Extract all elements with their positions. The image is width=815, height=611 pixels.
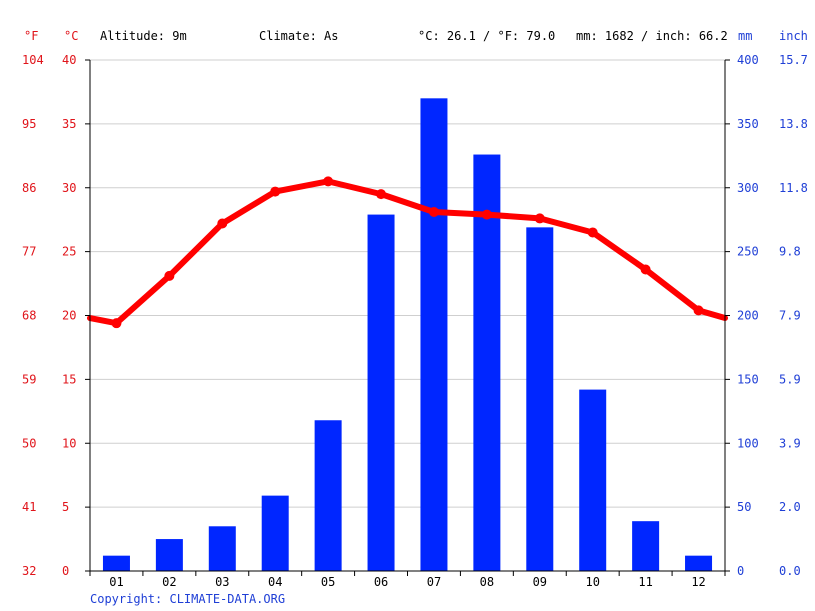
precipitation-bar xyxy=(208,526,236,571)
precipitation-bar xyxy=(526,227,554,572)
mm-tick-label: 150 xyxy=(737,372,759,386)
month-tick-label: 03 xyxy=(215,575,229,589)
altitude-label: Altitude: 9m xyxy=(100,29,187,43)
month-tick-label: 02 xyxy=(162,575,176,589)
precipitation-bar xyxy=(367,214,395,571)
temperature-point xyxy=(481,209,492,220)
inch-tick-label: 3.9 xyxy=(779,436,801,450)
copyright-text: Copyright: CLIMATE-DATA.ORG xyxy=(90,592,286,606)
month-tick-label: 12 xyxy=(691,575,705,589)
inch-tick-label: 15.7 xyxy=(779,53,808,67)
precipitation-bar xyxy=(102,555,130,571)
mm-tick-label: 400 xyxy=(737,53,759,67)
inch-tick-label: 0.0 xyxy=(779,564,801,578)
precipitation-bar xyxy=(579,389,607,571)
precipitation-bars xyxy=(102,98,713,572)
climate-label: Climate: As xyxy=(259,29,338,43)
inch-tick-label: 9.8 xyxy=(779,245,801,259)
celsius-tick-label: 30 xyxy=(62,181,76,195)
month-tick-label: 01 xyxy=(109,575,123,589)
temperature-point xyxy=(164,270,175,281)
fahrenheit-tick-label: 59 xyxy=(22,372,36,386)
inch-tick-label: 7.9 xyxy=(779,309,801,323)
month-tick-label: 04 xyxy=(268,575,282,589)
celsius-tick-label: 20 xyxy=(62,309,76,323)
celsius-tick-label: 15 xyxy=(62,372,76,386)
precipitation-bar xyxy=(473,154,501,571)
precipitation-bar xyxy=(685,555,713,571)
celsius-tick-label: 40 xyxy=(62,53,76,67)
fahrenheit-tick-label: 86 xyxy=(22,181,36,195)
month-tick-label: 09 xyxy=(533,575,547,589)
fahrenheit-tick-label: 95 xyxy=(22,117,36,131)
temperature-point xyxy=(376,189,387,200)
mm-tick-label: 350 xyxy=(737,117,759,131)
fahrenheit-tick-label: 77 xyxy=(22,245,36,259)
fahrenheit-tick-label: 68 xyxy=(22,309,36,323)
inch-tick-label: 2.0 xyxy=(779,500,801,514)
fahrenheit-unit-label: °F xyxy=(24,29,38,43)
temperature-line-path xyxy=(87,178,728,327)
temperature-point xyxy=(587,227,598,238)
celsius-tick-label: 0 xyxy=(62,564,69,578)
precipitation-bar xyxy=(314,420,342,571)
mm-tick-label: 200 xyxy=(737,309,759,323)
inch-tick-label: 13.8 xyxy=(779,117,808,131)
fahrenheit-tick-label: 41 xyxy=(22,500,36,514)
grid-lines xyxy=(90,59,725,508)
month-tick-label: 07 xyxy=(427,575,441,589)
precipitation-bar xyxy=(155,539,183,571)
inch-tick-label: 11.8 xyxy=(779,181,808,195)
temperature-summary: °C: 26.1 / °F: 79.0 xyxy=(418,29,555,43)
fahrenheit-tick-label: 50 xyxy=(22,436,36,450)
inch-unit-label: inch xyxy=(779,29,808,43)
month-tick-label: 05 xyxy=(321,575,335,589)
temperature-point xyxy=(217,218,228,229)
mm-tick-label: 100 xyxy=(737,436,759,450)
mm-unit-label: mm xyxy=(738,29,752,43)
temperature-point xyxy=(270,186,281,197)
mm-tick-label: 300 xyxy=(737,181,759,195)
month-tick-label: 08 xyxy=(480,575,494,589)
precipitation-bar xyxy=(261,495,289,571)
temperature-point xyxy=(323,176,334,187)
temperature-point xyxy=(111,318,122,329)
celsius-tick-label: 35 xyxy=(62,117,76,131)
celsius-tick-label: 25 xyxy=(62,245,76,259)
fahrenheit-tick-label: 104 xyxy=(22,53,44,67)
precipitation-bar xyxy=(420,98,448,571)
celsius-tick-label: 5 xyxy=(62,500,69,514)
temperature-point xyxy=(693,305,704,316)
mm-tick-label: 0 xyxy=(737,564,744,578)
temperature-point xyxy=(640,264,651,275)
celsius-unit-label: °C xyxy=(64,29,78,43)
axes xyxy=(85,59,730,576)
precipitation-bar xyxy=(632,521,660,571)
month-tick-label: 11 xyxy=(638,575,652,589)
temperature-point xyxy=(428,207,439,218)
mm-tick-label: 50 xyxy=(737,500,751,514)
temperature-line xyxy=(87,176,728,329)
inch-tick-label: 5.9 xyxy=(779,372,801,386)
mm-tick-label: 250 xyxy=(737,245,759,259)
tick-labels: 32 0 0 0.0 41 5 50 2.0 50 10 100 3.9 59 15 150 5.9 68 20 2… xyxy=(22,53,808,589)
month-tick-label: 10 xyxy=(585,575,599,589)
precipitation-summary: mm: 1682 / inch: 66.2 xyxy=(576,29,728,43)
celsius-tick-label: 10 xyxy=(62,436,76,450)
month-tick-label: 06 xyxy=(374,575,388,589)
temperature-point xyxy=(534,213,545,224)
fahrenheit-tick-label: 32 xyxy=(22,564,36,578)
